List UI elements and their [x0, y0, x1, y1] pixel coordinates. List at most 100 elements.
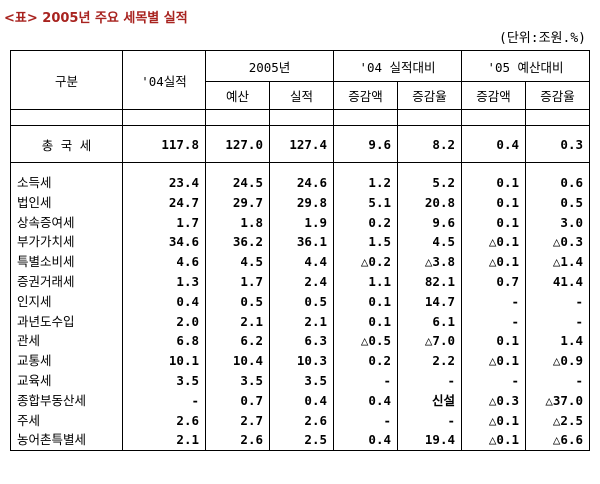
- cell-2005-budget: 2.7: [205, 410, 270, 431]
- cell-vs04-rate: 14.7: [397, 291, 462, 312]
- cell-2005-budget: 36.2: [205, 232, 270, 253]
- cell-vs04-rate: 20.8: [397, 192, 462, 213]
- cell-2004-actual: 2.6: [122, 410, 206, 431]
- cell-vs04-rate: 82.1: [397, 271, 462, 292]
- cell-vs05-rate: 0.5: [525, 192, 590, 213]
- table-row: 소득세 23.4 24.5 24.6 1.2 5.2 0.1 0.6: [10, 173, 590, 193]
- row-label: 상속증여세: [10, 212, 123, 233]
- header-2005: 2005년: [205, 50, 334, 82]
- cell-2004-actual: 24.7: [122, 192, 206, 213]
- cell-2005-actual: 127.4: [269, 125, 334, 163]
- cell-vs04-amount: 1.5: [333, 232, 398, 253]
- cell-2005-budget: 6.2: [205, 331, 270, 352]
- header-change-amount: 증감액: [333, 81, 398, 110]
- cell-vs05-amount: -: [461, 311, 526, 332]
- row-label: 부가가치세: [10, 232, 123, 253]
- cell-vs04-amount: -: [333, 410, 398, 431]
- cell-vs04-rate: -: [397, 410, 462, 431]
- row-label: 특별소비세: [10, 252, 123, 272]
- header-budget: 예산: [205, 81, 270, 110]
- cell-vs05-amount: △0.1: [461, 232, 526, 253]
- table-row: 부가가치세 34.6 36.2 36.1 1.5 4.5 △0.1 △0.3: [10, 232, 590, 253]
- cell-vs05-amount: -: [461, 291, 526, 312]
- header-row-top: 구분 '04실적 2005년 '04 실적대비 '05 예산대비: [10, 50, 590, 110]
- row-label: 인지세: [10, 291, 123, 312]
- table-caption: <표> 2005년 주요 세목별 실적: [4, 11, 188, 26]
- cell-2004-actual: 23.4: [122, 173, 206, 193]
- cell-vs04-amount: 0.1: [333, 291, 398, 312]
- cell-2004-actual: 10.1: [122, 351, 206, 371]
- cell-2005-budget: 1.7: [205, 271, 270, 292]
- cell-vs05-rate: △2.5: [525, 410, 590, 431]
- cell-2005-actual: 4.4: [269, 252, 334, 272]
- cell-2005-actual: 6.3: [269, 331, 334, 352]
- cell-vs05-rate: 1.4: [525, 331, 590, 352]
- table-row: 법인세 24.7 29.7 29.8 5.1 20.8 0.1 0.5: [10, 192, 590, 213]
- cell-vs05-amount: △0.1: [461, 351, 526, 371]
- table-row: 종합부동산세 -0.7 0.4 0.4 신설 △0.3 △37.0: [10, 390, 590, 411]
- cell-vs04-amount: △0.5: [333, 331, 398, 352]
- cell-2005-actual: 24.6: [269, 173, 334, 193]
- cell-2005-budget: 3.5: [205, 370, 270, 391]
- cell-2005-actual: 1.9: [269, 212, 334, 233]
- cell-2005-actual: 3.5: [269, 370, 334, 391]
- cell-vs04-amount: 0.4: [333, 430, 398, 452]
- cell-2005-actual: 29.8: [269, 192, 334, 213]
- spacer-row: [10, 162, 590, 173]
- unit-note: (단위:조원.%): [499, 31, 586, 46]
- cell-vs05-amount: 0.1: [461, 331, 526, 352]
- cell-vs04-amount: 1.1: [333, 271, 398, 292]
- cell-vs05-rate: △37.0: [525, 390, 590, 411]
- row-label: 소득세: [10, 173, 123, 193]
- cell-2004-actual: 34.6: [122, 232, 206, 253]
- cell-2005-budget: 4.5: [205, 252, 270, 272]
- cell-vs05-amount: △0.3: [461, 390, 526, 411]
- cell-2005-budget: 127.0: [205, 125, 270, 163]
- cell-vs05-amount: 0.1: [461, 173, 526, 193]
- cell-vs05-amount: 0.7: [461, 271, 526, 292]
- header-vs-2005-budget: '05 예산대비: [461, 50, 590, 82]
- cell-2004-actual: 1.7: [122, 212, 206, 233]
- cell-vs05-rate: △0.3: [525, 232, 590, 253]
- table-row: 교통세 10.1 10.4 10.3 0.2 2.2 △0.1 △0.9: [10, 351, 590, 371]
- cell-vs04-rate: -: [397, 370, 462, 391]
- cell-vs05-amount: △0.1: [461, 410, 526, 431]
- cell-2005-actual: 2.4: [269, 271, 334, 292]
- cell-2005-actual: 0.4: [269, 390, 334, 411]
- table-row: 교육세 3.5 3.5 3.5- - - -: [10, 370, 590, 391]
- spacer-row: [10, 109, 590, 126]
- cell-2004-actual: 117.8: [122, 125, 206, 163]
- row-label: 교통세: [10, 351, 123, 371]
- cell-2004-actual: 2.1: [122, 430, 206, 452]
- cell-vs05-amount: -: [461, 370, 526, 391]
- cell-vs04-amount: 9.6: [333, 125, 398, 163]
- row-label: 교육세: [10, 370, 123, 391]
- cell-vs05-rate: △0.9: [525, 351, 590, 371]
- cell-vs04-amount: 0.2: [333, 212, 398, 233]
- cell-2005-actual: 2.6: [269, 410, 334, 431]
- cell-vs05-amount: 0.1: [461, 192, 526, 213]
- cell-2004-actual: 3.5: [122, 370, 206, 391]
- table-row: 상속증여세 1.7 1.8 1.9 0.2 9.6 0.1 3.0: [10, 212, 590, 233]
- total-row: 총 국 세 117.8 127.0 127.4 9.6 8.2 0.4 0.3: [10, 125, 590, 163]
- row-label: 과년도수입: [10, 311, 123, 332]
- cell-2005-actual: 2.1: [269, 311, 334, 332]
- cell-2005-actual: 2.5: [269, 430, 334, 452]
- header-vs-2004: '04 실적대비: [333, 50, 462, 82]
- cell-vs04-rate: 5.2: [397, 173, 462, 193]
- row-label: 법인세: [10, 192, 123, 213]
- cell-vs05-rate: △1.4: [525, 252, 590, 272]
- cell-vs04-rate: 4.5: [397, 232, 462, 253]
- cell-2004-actual: -: [122, 390, 206, 411]
- cell-vs04-rate: △3.8: [397, 252, 462, 272]
- header-change-rate: 증감율: [397, 81, 462, 110]
- cell-vs04-amount: 0.1: [333, 311, 398, 332]
- cell-2005-budget: 0.7: [205, 390, 270, 411]
- row-label: 관세: [10, 331, 123, 352]
- cell-vs05-amount: 0.1: [461, 212, 526, 233]
- header-change-rate: 증감율: [525, 81, 590, 110]
- row-label: 총 국 세: [10, 125, 123, 163]
- cell-vs05-amount: 0.4: [461, 125, 526, 163]
- row-label: 증권거래세: [10, 271, 123, 292]
- row-label: 종합부동산세: [10, 390, 123, 411]
